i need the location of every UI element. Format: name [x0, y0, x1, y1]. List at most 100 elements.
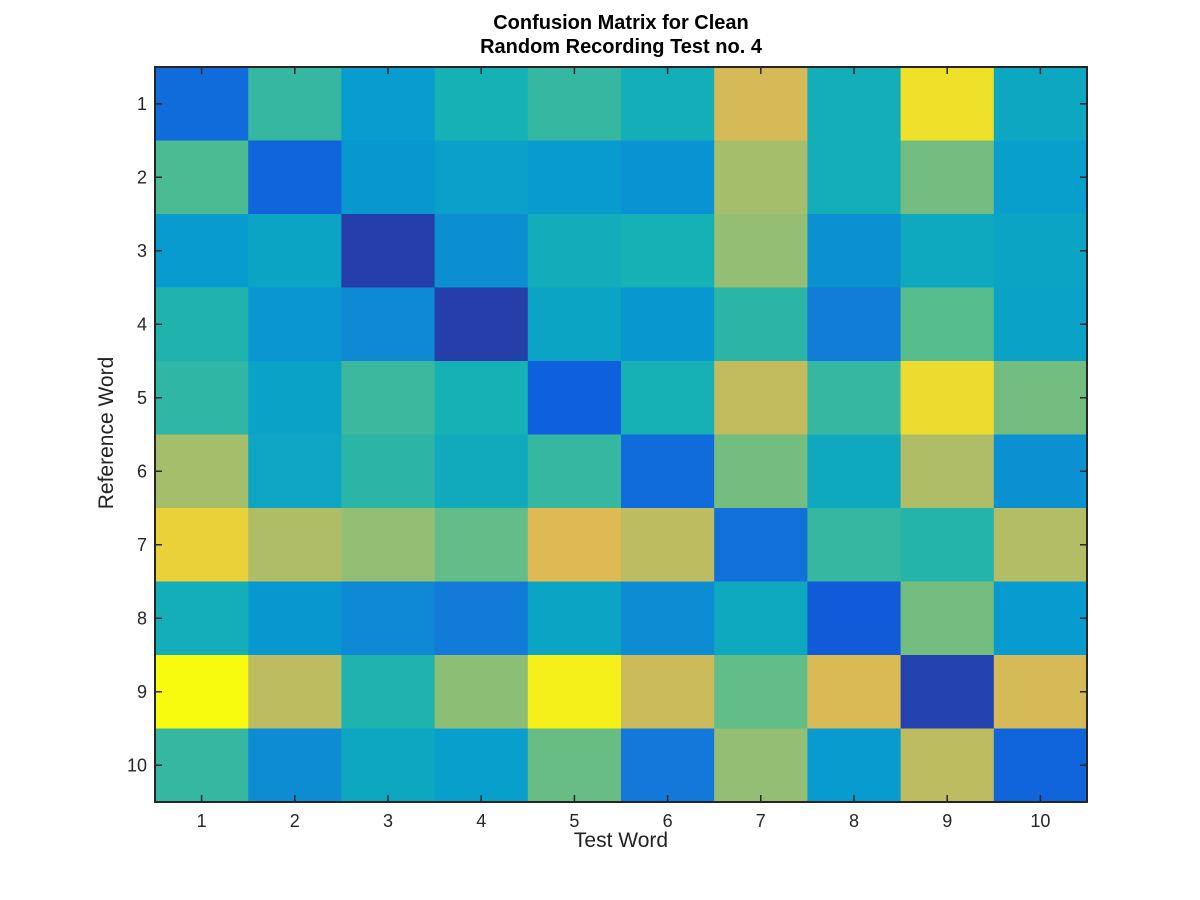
heatmap-cell-r1-c9	[900, 67, 995, 142]
heatmap-cell-r7-c9	[900, 508, 995, 583]
heatmap-cell-r8-c4	[434, 581, 529, 656]
heatmap-cell-r8-c2	[248, 581, 342, 656]
heatmap-cell-r4-c3	[341, 287, 436, 362]
heatmap-cell-r5-c9	[900, 361, 995, 436]
heatmap-cell-r5-c3	[341, 361, 436, 436]
heatmap-cell-r4-c10	[993, 287, 1088, 362]
heatmap-cell-r1-c4	[434, 67, 529, 142]
heatmap-cell-r4-c7	[714, 287, 808, 362]
heatmap-cell-r9-c1	[155, 655, 249, 730]
x-tick-label-1: 1	[197, 811, 207, 831]
heatmap-cell-r9-c7	[714, 655, 808, 730]
heatmap-cell-r7-c8	[807, 508, 902, 583]
heatmap-cell-r1-c1	[155, 67, 249, 142]
heatmap-cell-r3-c8	[807, 214, 902, 289]
y-tick-label-9: 9	[137, 682, 147, 702]
heatmap-cell-r2-c3	[341, 140, 436, 215]
heatmap-cell-r1-c2	[248, 67, 342, 142]
heatmap-cell-r6-c10	[993, 434, 1088, 509]
heatmap-cell-r3-c7	[714, 214, 808, 289]
x-tick-label-5: 5	[569, 811, 579, 831]
heatmap-cell-r7-c10	[993, 508, 1088, 583]
heatmap-cell-r6-c7	[714, 434, 808, 509]
heatmap-cell-r3-c9	[900, 214, 995, 289]
heatmap-cell-r9-c4	[434, 655, 529, 730]
heatmap-cell-r1-c7	[714, 67, 808, 142]
x-tick-label-9: 9	[942, 811, 952, 831]
heatmap-cell-r2-c1	[155, 140, 249, 215]
heatmap-cell-r7-c3	[341, 508, 436, 583]
heatmap-cell-r7-c1	[155, 508, 249, 583]
heatmap-cell-r10-c1	[155, 728, 249, 803]
heatmap-cell-r4-c1	[155, 287, 249, 362]
heatmap-cell-r9-c9	[900, 655, 995, 730]
heatmap-cell-r2-c7	[714, 140, 808, 215]
heatmap-cell-r10-c10	[993, 728, 1088, 803]
y-tick-label-8: 8	[137, 608, 147, 628]
heatmap-cell-r10-c3	[341, 728, 436, 803]
y-tick-label-5: 5	[137, 388, 147, 408]
y-axis-label: Reference Word	[95, 356, 118, 510]
heatmap-cell-r6-c9	[900, 434, 995, 509]
heatmap-cell-r8-c1	[155, 581, 249, 656]
heatmap-cell-r9-c3	[341, 655, 436, 730]
heatmap-cell-r9-c2	[248, 655, 342, 730]
heatmap-cell-r7-c5	[527, 508, 622, 583]
heatmap-cell-r8-c10	[993, 581, 1088, 656]
heatmap-cell-r5-c6	[621, 361, 715, 436]
heatmap-cell-r10-c2	[248, 728, 342, 803]
heatmap-cell-r3-c1	[155, 214, 249, 289]
y-tick-label-4: 4	[137, 314, 147, 334]
heatmap-cell-r2-c9	[900, 140, 995, 215]
heatmap-cell-r9-c8	[807, 655, 902, 730]
heatmap-cell-r6-c6	[621, 434, 715, 509]
heatmap-cell-r1-c5	[527, 67, 622, 142]
heatmap-cell-r5-c5	[527, 361, 622, 436]
heatmap-cell-r3-c4	[434, 214, 529, 289]
heatmap-cell-r6-c3	[341, 434, 436, 509]
heatmap-cell-r2-c2	[248, 140, 342, 215]
heatmap-cell-r5-c1	[155, 361, 249, 436]
heatmap-cell-r1-c6	[621, 67, 715, 142]
heatmap-cell-r2-c10	[993, 140, 1088, 215]
heatmap-cell-r10-c7	[714, 728, 808, 803]
x-tick-label-10: 10	[1030, 811, 1050, 831]
x-tick-label-2: 2	[290, 811, 300, 831]
heatmap-cell-r3-c5	[527, 214, 622, 289]
y-tick-label-2: 2	[137, 167, 147, 187]
heatmap-cell-r7-c2	[248, 508, 342, 583]
axis-ticks: 1 2 3 4 5 6 7 8 9 10 1 2 3 4 5 6 7 8 9 10	[127, 67, 1087, 831]
y-tick-label-3: 3	[137, 241, 147, 261]
y-tick-label-1: 1	[137, 94, 147, 114]
x-tick-label-6: 6	[663, 811, 673, 831]
x-tick-label-4: 4	[476, 811, 486, 831]
heatmap-cell-r8-c5	[527, 581, 622, 656]
heatmap-cell-r8-c7	[714, 581, 808, 656]
heatmap-cell-r6-c5	[527, 434, 622, 509]
heatmap-cell-r3-c6	[621, 214, 715, 289]
heatmap-cell-r1-c8	[807, 67, 902, 142]
heatmap-cell-r7-c7	[714, 508, 808, 583]
heatmap-cell-r5-c4	[434, 361, 529, 436]
heatmap-cell-r5-c2	[248, 361, 342, 436]
heatmap-cell-r8-c9	[900, 581, 995, 656]
y-tick-label-6: 6	[137, 461, 147, 481]
heatmap-cell-r3-c10	[993, 214, 1088, 289]
heatmap-cell-r2-c4	[434, 140, 529, 215]
heatmap-cell-r8-c3	[341, 581, 436, 656]
heatmap-cell-r3-c3	[341, 214, 436, 289]
chart-title-line-1: Confusion Matrix for Clean	[493, 12, 749, 34]
y-tick-label-10: 10	[127, 755, 147, 775]
heatmap-cell-r8-c6	[621, 581, 715, 656]
heatmap-cell-r9-c10	[993, 655, 1088, 730]
chart-title-line-2: Random Recording Test no. 4	[480, 36, 762, 58]
heatmap-cell-r6-c2	[248, 434, 342, 509]
heatmap-cell-r1-c3	[341, 67, 436, 142]
heatmap-cell-r2-c5	[527, 140, 622, 215]
x-axis-label: Test Word	[573, 829, 669, 852]
heatmap-cell-r9-c5	[527, 655, 622, 730]
heatmap-cell-r10-c5	[527, 728, 622, 803]
heatmap-cell-r4-c6	[621, 287, 715, 362]
